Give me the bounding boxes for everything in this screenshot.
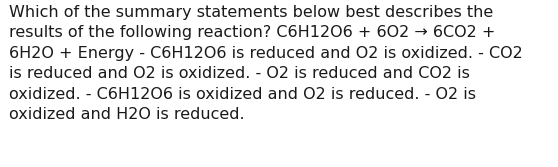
Text: Which of the summary statements below best describes the
results of the followin: Which of the summary statements below be… bbox=[9, 5, 523, 122]
